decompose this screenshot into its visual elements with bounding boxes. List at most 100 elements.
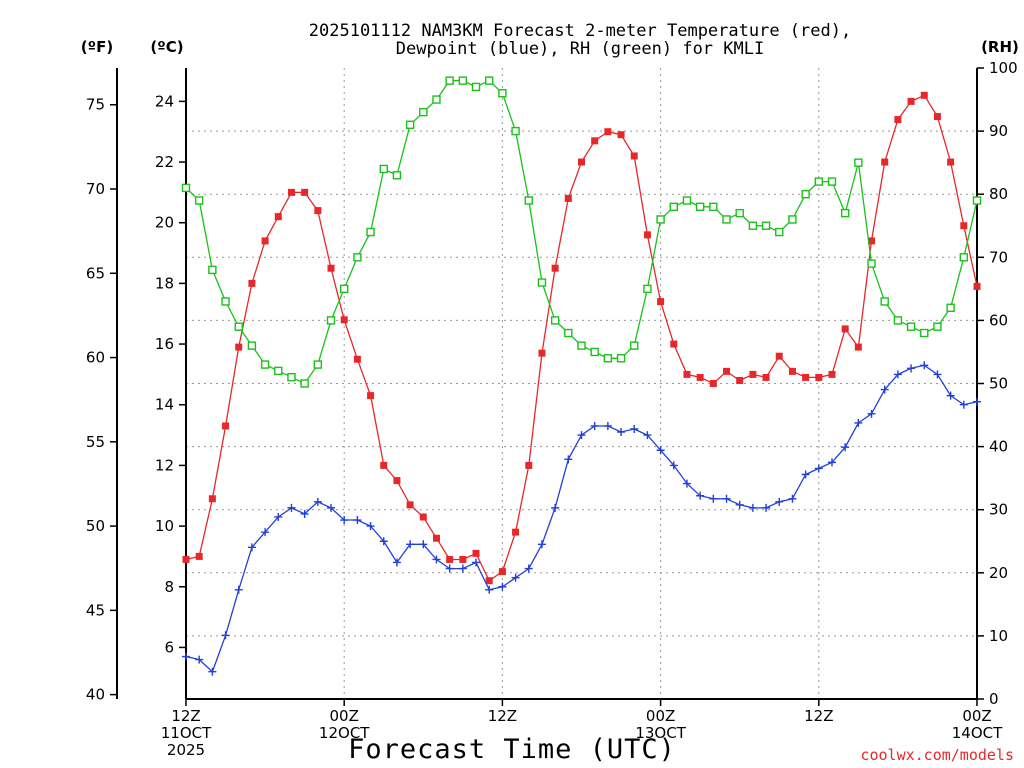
temperature-point <box>301 188 309 196</box>
dewpoint-point <box>524 564 533 573</box>
rh-point <box>471 82 481 92</box>
temperature-point <box>815 373 823 381</box>
series-temperature <box>182 91 981 585</box>
dewpoint-point <box>590 421 599 430</box>
dewpoint-point <box>419 540 428 549</box>
rh-point <box>511 126 520 136</box>
dewpoint-point <box>537 540 546 549</box>
unit-label-rh: (RH) <box>981 38 1019 56</box>
x-tick-label: 2025 <box>167 741 205 759</box>
rh-point <box>392 171 402 180</box>
temperature-point <box>287 188 295 196</box>
temperature-point <box>419 513 427 521</box>
temperature-point <box>617 131 625 139</box>
dewpoint-point <box>722 494 731 503</box>
temperature-point <box>432 534 440 542</box>
x-tick-label: 11OCT <box>161 724 212 742</box>
rh-point <box>208 265 217 275</box>
temperature-point <box>314 207 322 215</box>
dewpoint-point <box>893 370 902 379</box>
rh-point <box>827 177 837 186</box>
rh-point <box>340 284 349 294</box>
x-tick-label: 12Z <box>488 707 517 725</box>
rh-tick-label: 90 <box>989 122 1008 140</box>
rh-point <box>260 360 270 369</box>
dewpoint-point <box>221 631 230 640</box>
temperature-point <box>947 158 955 166</box>
dewpoint-point <box>880 385 889 394</box>
rh-point <box>643 284 652 294</box>
celsius-tick-label: 22 <box>155 153 174 171</box>
rh-tick-label: 100 <box>989 59 1018 77</box>
temperature-point <box>933 113 941 121</box>
celsius-tick-label: 12 <box>155 456 174 474</box>
temperature-point <box>775 352 783 360</box>
temperature-point <box>670 340 678 348</box>
dewpoint-point <box>498 582 507 591</box>
rh-point <box>432 95 441 104</box>
dewpoint-point <box>748 503 757 512</box>
dewpoint-point <box>801 470 810 479</box>
rh-point <box>405 120 415 129</box>
dewpoint-point <box>973 397 981 406</box>
dewpoint-point <box>182 652 190 661</box>
dewpoint-point <box>933 370 942 379</box>
x-tick-label: 13OCT <box>635 724 686 742</box>
rh-point <box>893 316 903 325</box>
chart-title-line1: 2025101112 NAM3KM Forecast 2-meter Tempe… <box>309 21 851 41</box>
rh-point <box>840 208 850 218</box>
dewpoint-point <box>617 428 626 437</box>
temperature-point <box>472 549 480 557</box>
rh-point <box>300 379 309 388</box>
rh-point <box>313 360 323 369</box>
temperature-point <box>195 552 203 560</box>
rh-point <box>234 322 243 331</box>
rh-point <box>287 372 296 382</box>
dewpoint-point <box>247 543 256 552</box>
chart-title-line2: Dewpoint (blue), RH (green) for KMLI <box>396 39 764 59</box>
rh-point <box>366 227 375 237</box>
rh-point <box>682 196 692 205</box>
fahrenheit-tick-label: 60 <box>86 349 105 367</box>
rh-point <box>590 347 599 357</box>
temperature-point <box>551 264 559 272</box>
temperature-point <box>459 555 467 563</box>
rh-tick-label: 20 <box>989 564 1008 582</box>
axes <box>110 67 984 706</box>
dewpoint-point <box>458 564 467 573</box>
temperature-point <box>274 213 282 221</box>
dewpoint-point <box>392 558 401 567</box>
rh-tick-label: 70 <box>989 248 1008 266</box>
rh-point <box>221 297 230 306</box>
rh-point <box>761 221 771 230</box>
temperature-point <box>353 355 361 363</box>
dewpoint-point <box>814 464 823 473</box>
dewpoint-point <box>827 458 836 467</box>
dewpoint-point <box>551 503 560 512</box>
x-tick-label: 00Z <box>330 707 359 725</box>
celsius-tick-label: 20 <box>155 214 174 232</box>
temperature-point <box>960 222 968 230</box>
dewpoint-point <box>300 509 309 518</box>
celsius-tick-label: 16 <box>155 335 174 353</box>
dewpoint-point <box>366 522 375 531</box>
dewpoint-point <box>287 503 296 512</box>
temperature-point <box>498 568 506 576</box>
rh-point <box>695 202 705 212</box>
temperature-point <box>222 422 230 430</box>
temperature-point <box>406 501 414 509</box>
fahrenheit-tick-label: 75 <box>86 96 105 114</box>
rh-point <box>959 253 969 262</box>
temperature-point <box>749 370 757 378</box>
temperature-point <box>261 237 269 245</box>
temperature-point <box>367 392 375 400</box>
temperature-point <box>525 461 533 469</box>
temperature-point <box>591 137 599 145</box>
dewpoint-point <box>313 497 322 506</box>
x-tick-label: 12Z <box>804 707 833 725</box>
rh-point <box>906 322 916 331</box>
x-tick-label: 12OCT <box>319 724 370 742</box>
rh-tick-label: 40 <box>989 438 1008 456</box>
dewpoint-point <box>854 418 863 427</box>
